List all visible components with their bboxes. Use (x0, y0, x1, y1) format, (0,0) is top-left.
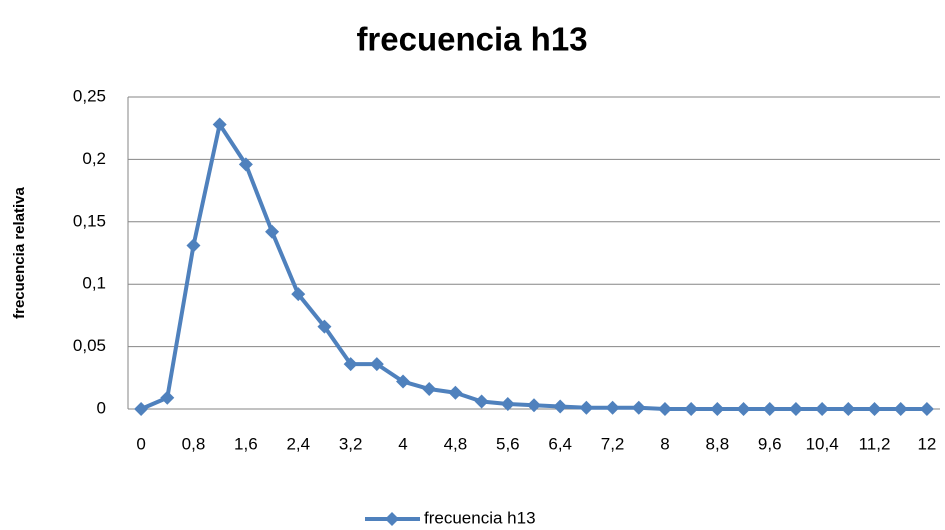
point-marker (788, 402, 803, 416)
x-tick-label: 0 (136, 434, 145, 453)
point-marker (317, 319, 332, 334)
y-tick-label: 0,2 (82, 149, 106, 168)
point-marker (841, 402, 856, 416)
point-marker (369, 357, 384, 372)
x-tick-label: 5,6 (496, 434, 520, 453)
y-axis-label: frecuencia relativa (11, 186, 28, 318)
legend-marker (385, 512, 399, 526)
point-marker (448, 385, 463, 400)
point-marker (474, 394, 489, 409)
point-marker (736, 402, 751, 416)
x-tick-label: 2,4 (286, 434, 310, 453)
point-marker (762, 402, 777, 416)
y-tick-label: 0,05 (73, 336, 106, 355)
y-tick-label: 0,1 (82, 274, 106, 293)
y-tick-label: 0,15 (73, 211, 106, 230)
point-marker (238, 157, 253, 172)
point-marker (265, 224, 280, 239)
point-marker (343, 357, 358, 372)
x-tick-label: 1,6 (234, 434, 258, 453)
point-marker (291, 287, 306, 302)
point-marker (605, 400, 620, 415)
y-tick-label: 0,25 (73, 86, 106, 105)
series-line (140, 122, 927, 411)
point-marker (527, 398, 541, 413)
x-tick-label: 8 (660, 434, 669, 453)
x-tick-label: 7,2 (601, 434, 625, 453)
point-marker (631, 400, 646, 415)
point-marker (867, 402, 882, 416)
point-marker (657, 402, 672, 416)
x-tick-label: 6,4 (548, 434, 572, 453)
chart-title: frecuencia h13 (356, 21, 587, 58)
legend-label: frecuencia h13 (424, 508, 536, 527)
point-marker (815, 402, 830, 416)
y-tick-label: 0 (97, 398, 106, 417)
x-tick-label: 0,8 (182, 434, 206, 453)
x-tick-label: 3,2 (339, 434, 363, 453)
point-marker (553, 399, 568, 414)
x-tick-label: 9,6 (758, 434, 782, 453)
point-marker (579, 400, 594, 415)
point-marker (422, 382, 437, 397)
point-marker (710, 402, 725, 416)
x-tick-label: 12 (917, 434, 936, 453)
point-marker (893, 402, 908, 416)
point-marker (134, 402, 149, 416)
x-tick-label: 4 (398, 434, 407, 453)
point-marker (684, 402, 699, 416)
point-marker (396, 374, 411, 389)
point-marker (500, 397, 515, 412)
x-tick-label: 8,8 (706, 434, 730, 453)
x-tick-label: 4,8 (444, 434, 468, 453)
point-marker (919, 402, 934, 416)
point-marker (212, 117, 227, 132)
x-tick-label: 11,2 (859, 434, 891, 453)
point-marker (186, 238, 201, 253)
point-marker (160, 390, 175, 405)
x-tick-label: 10,4 (806, 434, 839, 453)
